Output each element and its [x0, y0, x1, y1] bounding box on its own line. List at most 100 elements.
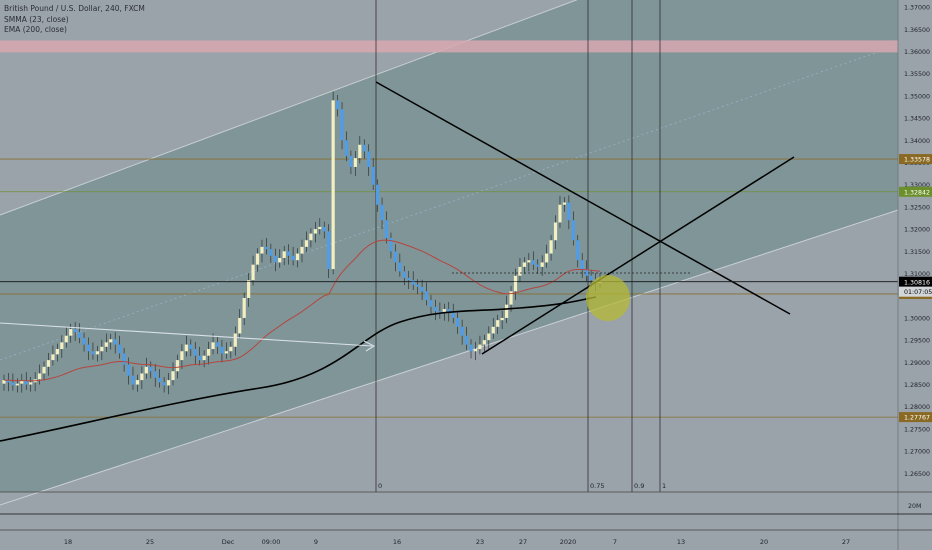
candle-body[interactable]: [15, 383, 19, 386]
candle-body[interactable]: [380, 204, 384, 221]
candle-body[interactable]: [104, 342, 108, 347]
candle-body[interactable]: [122, 353, 126, 365]
candle-body[interactable]: [175, 360, 180, 372]
candle-body[interactable]: [86, 344, 91, 352]
candle-body[interactable]: [46, 360, 51, 367]
candle-body[interactable]: [456, 317, 460, 327]
candle-body[interactable]: [273, 255, 277, 263]
candle-body[interactable]: [295, 253, 300, 261]
candle-body[interactable]: [193, 349, 197, 356]
candle-body[interactable]: [335, 100, 340, 110]
candle-body[interactable]: [264, 246, 269, 250]
candle-body[interactable]: [131, 375, 135, 385]
candle-body[interactable]: [589, 275, 593, 281]
candle-body[interactable]: [540, 262, 544, 267]
candle-body[interactable]: [144, 366, 148, 374]
candle-body[interactable]: [571, 220, 575, 241]
triangle-lower-line[interactable]: [481, 156, 795, 355]
candle-body[interactable]: [344, 140, 349, 156]
candle-body[interactable]: [166, 380, 171, 386]
price-axis[interactable]: [898, 0, 932, 492]
candle-body[interactable]: [109, 339, 113, 343]
candle-body[interactable]: [153, 371, 157, 378]
candle-body[interactable]: [184, 344, 188, 352]
candle-body[interactable]: [447, 309, 451, 313]
candle-body[interactable]: [522, 262, 526, 267]
candle-body[interactable]: [416, 284, 420, 287]
candle-body[interactable]: [51, 354, 55, 361]
candle-body[interactable]: [238, 317, 242, 334]
candle-body[interactable]: [411, 280, 415, 285]
candle-body[interactable]: [442, 309, 446, 314]
candle-body[interactable]: [149, 366, 153, 372]
candle-body[interactable]: [42, 366, 46, 374]
candle-body[interactable]: [322, 226, 326, 232]
candle-body[interactable]: [420, 286, 424, 292]
candle-body[interactable]: [504, 304, 509, 318]
candle-body[interactable]: [220, 346, 224, 354]
candle-body[interactable]: [95, 351, 100, 355]
candle-body[interactable]: [291, 255, 295, 261]
candle-body[interactable]: [562, 202, 567, 205]
candle-body[interactable]: [162, 382, 166, 386]
candle-body[interactable]: [491, 326, 495, 334]
candle-body[interactable]: [384, 220, 389, 239]
candle-body[interactable]: [460, 326, 464, 336]
candle-body[interactable]: [29, 382, 33, 385]
candle-body[interactable]: [513, 275, 518, 292]
candle-body[interactable]: [304, 240, 309, 247]
candle-body[interactable]: [558, 204, 562, 223]
candle-body[interactable]: [171, 371, 175, 381]
candle-body[interactable]: [158, 377, 162, 383]
candle-body[interactable]: [398, 262, 402, 272]
candle-body[interactable]: [91, 351, 95, 355]
candle-body[interactable]: [215, 342, 220, 347]
candle-body[interactable]: [389, 238, 393, 252]
candle-body[interactable]: [424, 291, 429, 301]
candle-body[interactable]: [118, 344, 122, 354]
channel-lower-line[interactable]: [0, 209, 899, 506]
candle-body[interactable]: [260, 246, 264, 254]
candle-body[interactable]: [60, 342, 64, 350]
candle-body[interactable]: [393, 251, 398, 263]
candle-body[interactable]: [100, 346, 104, 352]
candle-body[interactable]: [327, 231, 331, 270]
candle-body[interactable]: [496, 320, 500, 327]
candle-body[interactable]: [473, 349, 478, 352]
candle-body[interactable]: [531, 260, 535, 265]
candle-body[interactable]: [482, 340, 486, 345]
candle-body[interactable]: [206, 349, 211, 356]
resistance-zone[interactable]: [0, 40, 898, 53]
candle-body[interactable]: [464, 335, 469, 345]
smma-line[interactable]: [3, 239, 601, 382]
candle-body[interactable]: [371, 166, 375, 185]
candle-body[interactable]: [478, 344, 482, 350]
candle-body[interactable]: [126, 364, 131, 376]
candle-body[interactable]: [340, 109, 344, 141]
candle-body[interactable]: [509, 291, 513, 305]
candle-body[interactable]: [224, 351, 228, 354]
candle-body[interactable]: [500, 317, 504, 321]
candle-body[interactable]: [255, 253, 260, 265]
candle-body[interactable]: [247, 280, 251, 298]
candle-body[interactable]: [576, 240, 580, 261]
candle-body[interactable]: [549, 240, 553, 254]
candle-body[interactable]: [287, 251, 291, 256]
candle-body[interactable]: [362, 144, 366, 152]
candle-body[interactable]: [313, 229, 317, 234]
candle-body[interactable]: [282, 251, 286, 258]
candle-body[interactable]: [331, 100, 335, 270]
candle-body[interactable]: [251, 264, 255, 281]
candle-body[interactable]: [198, 355, 202, 361]
candle-body[interactable]: [318, 226, 322, 230]
candle-body[interactable]: [135, 380, 140, 385]
smma-indicator-label[interactable]: SMMA (23, close): [4, 14, 69, 24]
candle-body[interactable]: [20, 380, 24, 384]
trend-arrow-line[interactable]: [0, 322, 373, 347]
candle-body[interactable]: [585, 269, 589, 276]
candle-body[interactable]: [536, 264, 540, 267]
candle-body[interactable]: [55, 349, 59, 355]
ema-line[interactable]: [0, 296, 597, 442]
candle-body[interactable]: [24, 380, 28, 385]
